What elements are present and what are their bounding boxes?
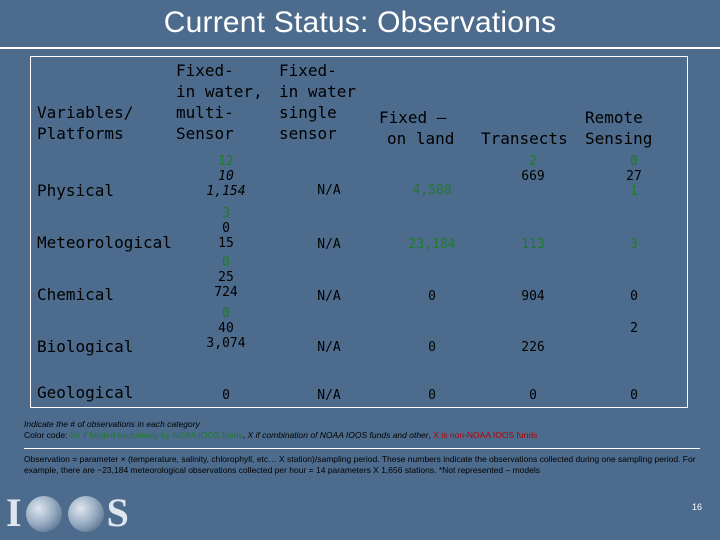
cell-biological-remote: 2 <box>630 321 638 336</box>
header-remote-sensing: Remote Sensing <box>585 108 653 148</box>
header-fixed-in-water-single: Fixed- in water single sensor <box>279 61 357 143</box>
title-divider <box>0 47 720 49</box>
cell-chemical-land: 0 <box>428 289 436 304</box>
row-label-physical: Physical <box>37 181 115 200</box>
slide-title: Current Status: Observations <box>163 6 557 39</box>
cell-physical-remote: 0 27 1 <box>626 154 642 199</box>
cell-chemical-single: N/A <box>317 289 341 304</box>
cell-meteorological-multi: 3 0 15 <box>218 206 234 251</box>
legend-notes: Indicate the # of observations in each c… <box>24 419 704 441</box>
header-fixed-on-land: Fixed – on land <box>379 108 455 148</box>
cell-geological-land: 0 <box>428 388 436 403</box>
header-fixed-in-water-multi: Fixed- in water, multi- Sensor <box>176 61 263 143</box>
cell-meteorological-remote: 3 <box>630 237 638 252</box>
cell-geological-single: N/A <box>317 388 341 403</box>
row-label-chemical: Chemical <box>37 285 115 304</box>
cell-chemical-transects: 904 <box>521 289 545 304</box>
cell-physical-transects: 2 669 <box>521 154 545 184</box>
page-number: 16 <box>691 502 702 512</box>
cell-geological-multi: 0 <box>222 388 230 403</box>
cell-meteorological-single: N/A <box>317 237 341 252</box>
cell-biological-multi: 0 40 3,074 <box>206 306 246 351</box>
header-transects: Transects <box>481 129 568 148</box>
cell-geological-transects: 0 <box>529 388 537 403</box>
logo-letter-s: S <box>106 489 130 535</box>
notes-color-code: Color code: X# if funded exclusively by … <box>24 430 538 440</box>
logo-letter-i: I <box>6 489 23 535</box>
cell-physical-multi: 12 10 1,154 <box>206 154 246 199</box>
row-label-geological: Geological <box>37 383 134 402</box>
notes-line-1: Indicate the # of observations in each c… <box>24 419 200 429</box>
globe-icon <box>67 496 104 532</box>
row-label-biological: Biological <box>37 337 134 356</box>
header-variables-platforms: Variables/ Platforms <box>37 103 134 143</box>
cell-biological-land: 0 <box>428 340 436 355</box>
cell-biological-single: N/A <box>317 340 341 355</box>
cell-geological-remote: 0 <box>630 388 638 403</box>
cell-meteorological-transects: 113 <box>521 237 545 252</box>
notes-divider <box>24 448 700 449</box>
globe-icon <box>25 496 62 532</box>
row-label-meteorological: Meteorological <box>37 233 172 252</box>
observation-definition: Observation = parameter × (temperature, … <box>24 454 696 475</box>
cell-chemical-remote: 0 <box>630 289 638 304</box>
cell-physical-land: 4,508 <box>412 183 452 198</box>
cell-physical-single: N/A <box>317 183 341 198</box>
cell-biological-transects: 226 <box>521 340 545 355</box>
cell-meteorological-land: 23,184 <box>408 237 456 252</box>
observations-table: Variables/ Platforms Fixed- in water, mu… <box>30 56 688 408</box>
ioos-logo: I S <box>6 489 130 535</box>
cell-chemical-multi: 0 25 724 <box>214 255 238 300</box>
